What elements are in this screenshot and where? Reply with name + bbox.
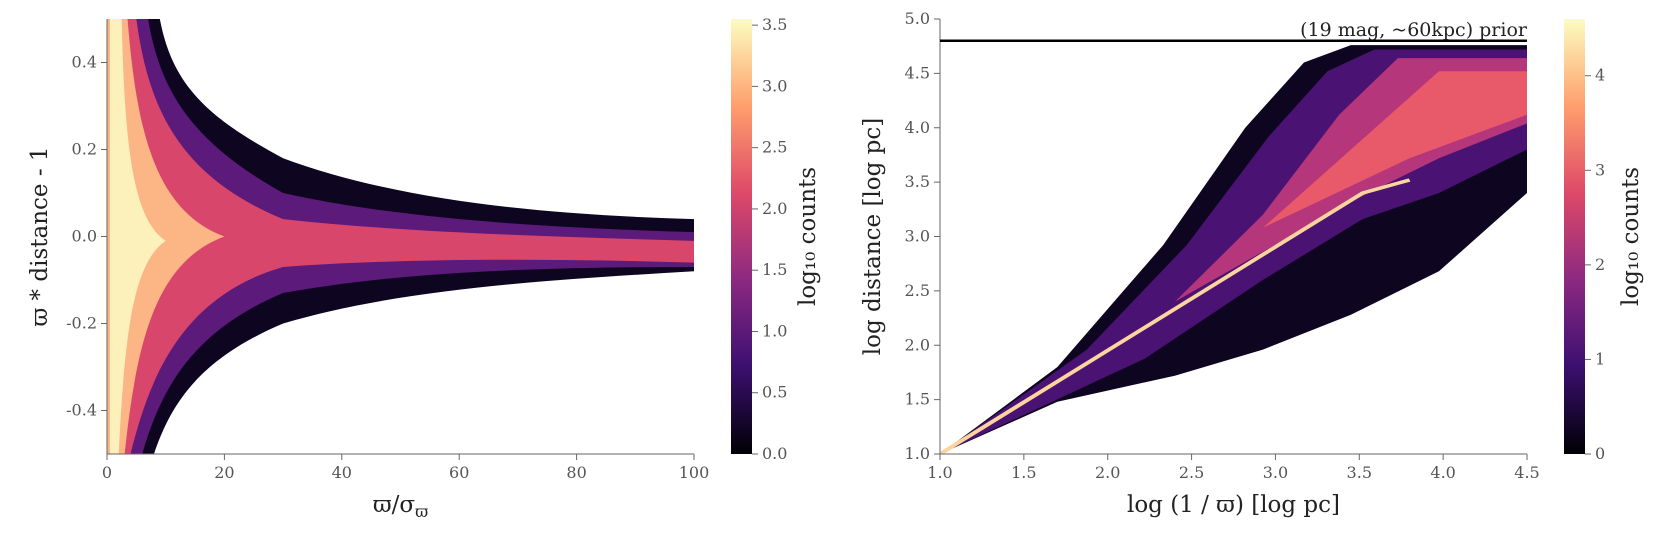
y-tick-label: 2.5 xyxy=(905,281,930,300)
x-tick-label: 0 xyxy=(102,463,112,482)
colorbar-tick-label: 1 xyxy=(1595,349,1605,368)
x-tick-label: 3.0 xyxy=(1263,463,1288,482)
x-axis-label: log (1 / ϖ) [log pc] xyxy=(1127,492,1340,518)
y-tick-label: 0.4 xyxy=(72,53,97,72)
colorbar-tick-label: 0.5 xyxy=(762,383,787,402)
x-tick-label: 2.5 xyxy=(1179,463,1204,482)
y-tick-label: 1.5 xyxy=(905,390,930,409)
x-tick-label: 1.5 xyxy=(1011,463,1036,482)
x-tick-label: 4.5 xyxy=(1514,463,1539,482)
y-tick-label: 4.5 xyxy=(905,63,930,82)
colorbar-tick-label: 3.0 xyxy=(762,76,787,95)
annotation: (19 mag, ~60kpc) prior xyxy=(1300,19,1528,41)
y-tick-label: -0.4 xyxy=(66,401,97,420)
y-tick-label: 3.0 xyxy=(905,227,930,246)
colorbar-tick-label: 3 xyxy=(1595,160,1605,179)
x-axis-label: ϖ/σϖ xyxy=(373,492,428,521)
y-tick-label: -0.2 xyxy=(66,314,97,333)
y-tick-label: 0.0 xyxy=(72,227,97,246)
colorbar-tick-label: 2.0 xyxy=(762,199,787,218)
y-tick-label: 0.2 xyxy=(72,140,97,159)
colorbar-tick-label: 1.5 xyxy=(762,260,787,279)
colorbar-label: log₁₀ counts xyxy=(1618,167,1644,306)
y-tick-label: 2.0 xyxy=(905,335,930,354)
x-tick-label: 4.0 xyxy=(1430,463,1455,482)
colorbar-tick-label: 3.5 xyxy=(762,15,787,34)
density-left xyxy=(107,19,694,454)
y-tick-label: 5.0 xyxy=(905,9,930,28)
x-tick-label: 60 xyxy=(449,463,469,482)
x-tick-label: 100 xyxy=(679,463,710,482)
x-axis-label-sub: ϖ xyxy=(415,502,428,521)
x-tick-label: 1.0 xyxy=(927,463,952,482)
colorbar xyxy=(1564,19,1585,454)
colorbar-tick-label: 2 xyxy=(1595,255,1605,274)
colorbar-tick-label: 2.5 xyxy=(762,138,787,157)
x-tick-label: 80 xyxy=(566,463,586,482)
colorbar-tick-label: 0 xyxy=(1595,444,1605,463)
y-tick-label: 4.0 xyxy=(905,118,930,137)
y-tick-label: 3.5 xyxy=(905,172,930,191)
x-tick-label: 2.0 xyxy=(1095,463,1120,482)
y-axis-label: ϖ * distance - 1 xyxy=(27,146,53,326)
density-right xyxy=(940,45,1527,454)
x-tick-label: 40 xyxy=(332,463,352,482)
colorbar-tick-label: 4 xyxy=(1595,66,1605,85)
colorbar-tick-label: 1.0 xyxy=(762,321,787,340)
colorbar-tick-label: 0.0 xyxy=(762,444,787,463)
colorbar xyxy=(731,19,752,454)
y-tick-label: 1.0 xyxy=(905,444,930,463)
x-tick-label: 20 xyxy=(214,463,234,482)
y-axis-label: log distance [log pc] xyxy=(860,118,886,355)
x-tick-label: 3.5 xyxy=(1347,463,1372,482)
colorbar-label: log₁₀ counts xyxy=(795,167,821,306)
